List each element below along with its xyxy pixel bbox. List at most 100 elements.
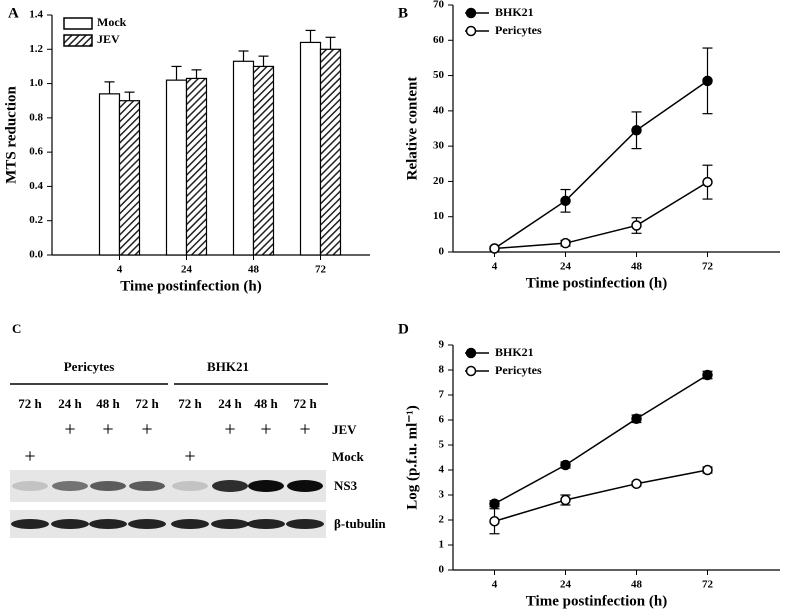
legend-marker (465, 365, 477, 377)
group-label: BHK21 (207, 359, 249, 374)
x-axis-label: Time postinfection (h) (120, 278, 261, 294)
legend-swatch (63, 17, 93, 30)
lane-label: 24 h (218, 396, 242, 411)
band (286, 519, 324, 529)
marker (631, 220, 642, 231)
panel-label: C (12, 321, 21, 336)
lane-label: 72 h (178, 396, 202, 411)
lane-label: 48 h (96, 396, 120, 411)
y-tick-label: 2 (439, 514, 445, 526)
y-tick-label: 40 (433, 104, 445, 116)
y-tick-label: 1 (439, 539, 445, 551)
x-tick-label: 24 (560, 579, 572, 591)
marker (702, 369, 713, 381)
panel-label: A (8, 5, 19, 21)
x-axis-label: Time postinfection (h) (526, 275, 667, 291)
band (51, 519, 89, 529)
band (89, 519, 127, 529)
bar (98, 93, 121, 256)
marker (560, 237, 571, 249)
y-tick-label: 4 (439, 464, 445, 476)
legend-label: JEV (97, 32, 120, 46)
lane-label: 24 h (58, 396, 82, 411)
bar (232, 60, 255, 256)
line (494, 469, 708, 522)
row-label: JEV (332, 422, 357, 437)
legend-label: BHK21 (495, 345, 534, 359)
lane-label: 48 h (254, 396, 278, 411)
jev-mark: + (224, 419, 235, 441)
legend-label: BHK21 (495, 5, 534, 19)
line (494, 80, 708, 250)
marker (631, 478, 642, 489)
panel-label: D (398, 321, 409, 337)
row-label: Mock (332, 449, 365, 464)
y-tick-label: 0.8 (29, 111, 43, 123)
y-axis-label: Log (p.f.u. ml⁻¹) (404, 405, 420, 510)
y-tick-label: 1.2 (29, 43, 43, 55)
x-tick-label: 48 (631, 579, 643, 591)
bar (299, 41, 322, 256)
y-tick-label: 70 (433, 0, 445, 11)
y-tick-label: 0.2 (29, 214, 43, 226)
y-tick-label: 1.4 (29, 9, 43, 21)
y-tick-label: 30 (433, 140, 445, 152)
marker (560, 494, 571, 506)
y-tick-label: 1.0 (29, 77, 43, 89)
y-tick-label: 60 (433, 34, 445, 46)
band (248, 480, 284, 492)
bar (118, 100, 141, 256)
y-tick-label: 20 (433, 175, 445, 187)
y-tick-label: 10 (433, 210, 445, 222)
band (12, 481, 48, 491)
legend-label: Pericytes (495, 23, 542, 37)
y-tick-label: 5 (439, 439, 445, 451)
marker (702, 176, 713, 188)
jev-mark: + (64, 419, 75, 441)
y-tick-label: 7 (439, 389, 445, 401)
line (494, 181, 708, 250)
band (171, 519, 209, 529)
x-tick-label: 72 (702, 579, 714, 591)
x-tick-label: 4 (492, 261, 498, 273)
jev-mark: + (141, 419, 152, 441)
group-label: Pericytes (64, 359, 115, 374)
y-tick-label: 6 (439, 414, 445, 426)
lane-label: 72 h (293, 396, 317, 411)
legend-label: Mock (97, 15, 127, 29)
x-tick-label: 72 (702, 261, 714, 273)
lane-label: 72 h (135, 396, 159, 411)
bar (319, 48, 342, 256)
x-tick-label: 24 (181, 264, 193, 276)
bar (185, 77, 208, 256)
x-tick-label: 24 (560, 261, 572, 273)
lane-label: 72 h (18, 396, 42, 411)
y-tick-label: 0 (439, 246, 445, 258)
bar (252, 65, 275, 256)
band (172, 481, 208, 491)
x-tick-label: 4 (492, 579, 498, 591)
band-label: β-tubulin (334, 516, 386, 531)
marker (631, 413, 642, 424)
y-tick-label: 0 (439, 564, 445, 576)
y-axis-label: MTS reduction (3, 86, 19, 184)
jev-mark: + (260, 419, 271, 441)
line (494, 374, 708, 505)
jev-mark: + (102, 419, 113, 441)
band (11, 519, 49, 529)
marker (489, 243, 500, 254)
y-tick-label: 0.4 (29, 180, 43, 192)
legend-label: Pericytes (495, 363, 542, 377)
legend-swatch (63, 34, 93, 47)
marker (631, 125, 642, 136)
marker (702, 75, 713, 87)
band (211, 519, 249, 529)
y-tick-label: 8 (439, 364, 445, 376)
mock-mark: + (184, 446, 195, 468)
marker (702, 464, 713, 476)
x-tick-label: 72 (315, 264, 327, 276)
band-label: NS3 (334, 478, 358, 493)
band (128, 519, 166, 529)
marker (489, 516, 500, 527)
band (52, 481, 88, 491)
